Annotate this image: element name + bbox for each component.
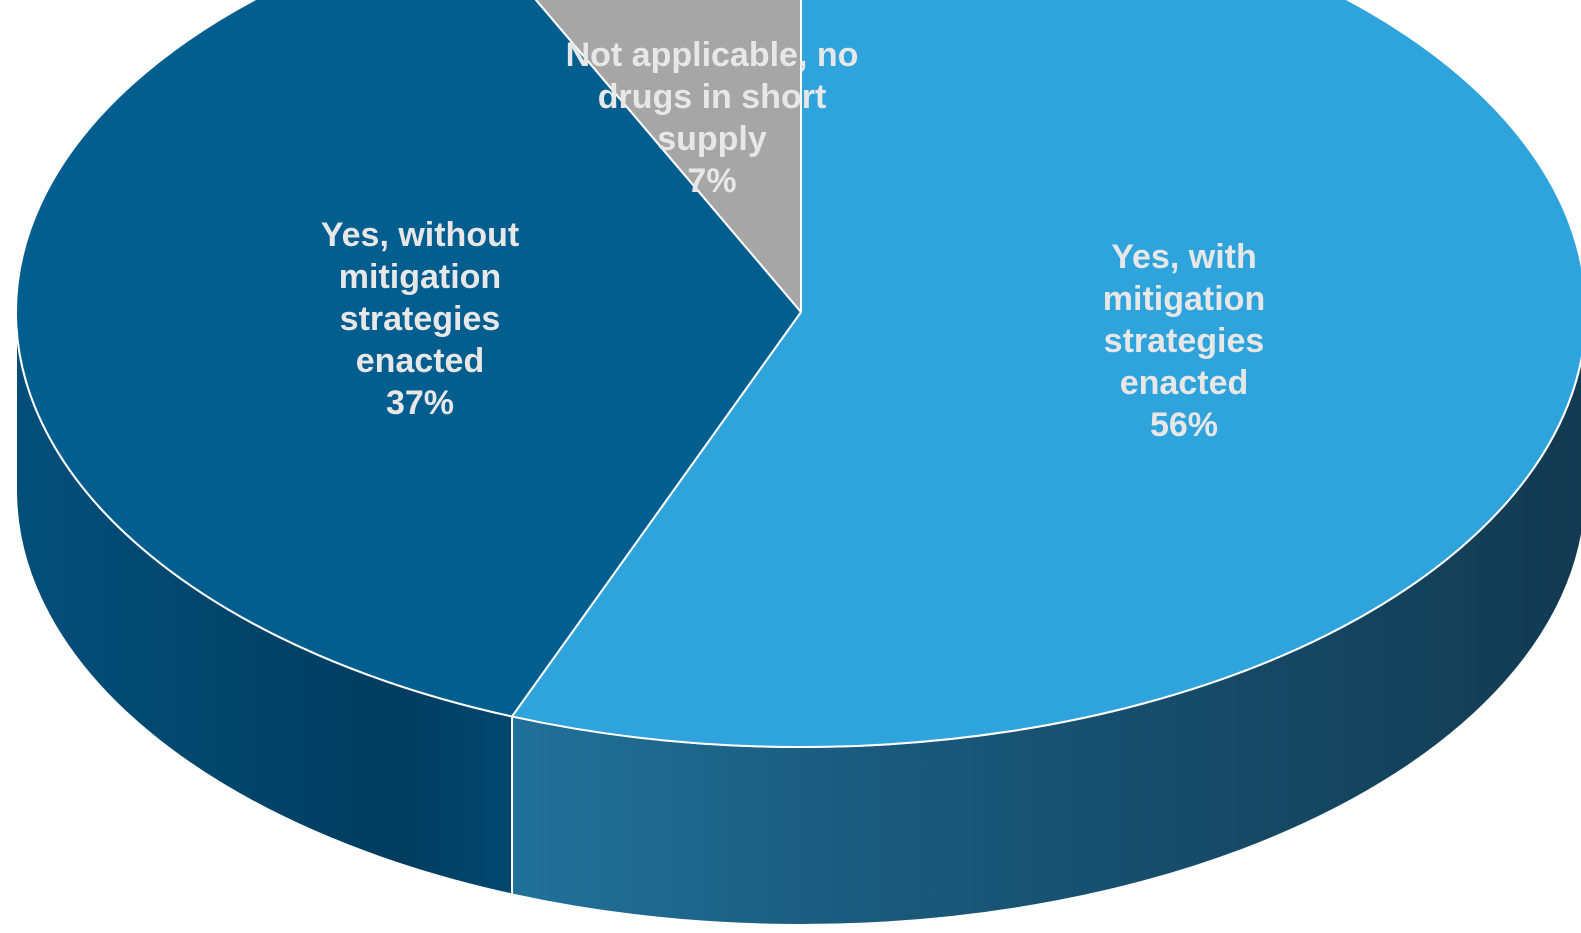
slice-label-line: strategies xyxy=(1103,322,1265,360)
slice-label-line: Not applicable, no xyxy=(565,36,859,74)
slice-label-yes-without: Yes, without mitigation strategies enacted 3… xyxy=(321,214,519,424)
slice-percent-label: 37% xyxy=(385,384,455,422)
pie-slice-yes-with xyxy=(511,0,1581,748)
slice-label-line: mitigation xyxy=(338,258,502,296)
slice-label-line: supply xyxy=(657,120,767,158)
slice-label-yes-with: Yes, with mitigation strategies enacted 56% xyxy=(1103,236,1265,446)
slice-label-line: strategies xyxy=(339,300,501,338)
slice-percent-label: 56% xyxy=(1149,406,1219,444)
slice-label-line: Yes, with xyxy=(1111,238,1257,276)
slice-label-line: Yes, without xyxy=(320,216,520,254)
slice-label-not-applicable: Not applicable, no drugs in short supply 7% xyxy=(566,34,859,202)
slice-label-line: enacted xyxy=(1119,364,1249,402)
slice-label-line: drugs in short xyxy=(597,78,827,116)
pie-slice-not-applicable xyxy=(534,0,802,313)
slice-label-line: enacted xyxy=(355,342,485,380)
slice-percent-label: 7% xyxy=(687,162,737,200)
pie-slice-yes-without xyxy=(15,0,802,718)
slice-label-line: mitigation xyxy=(1102,280,1266,318)
